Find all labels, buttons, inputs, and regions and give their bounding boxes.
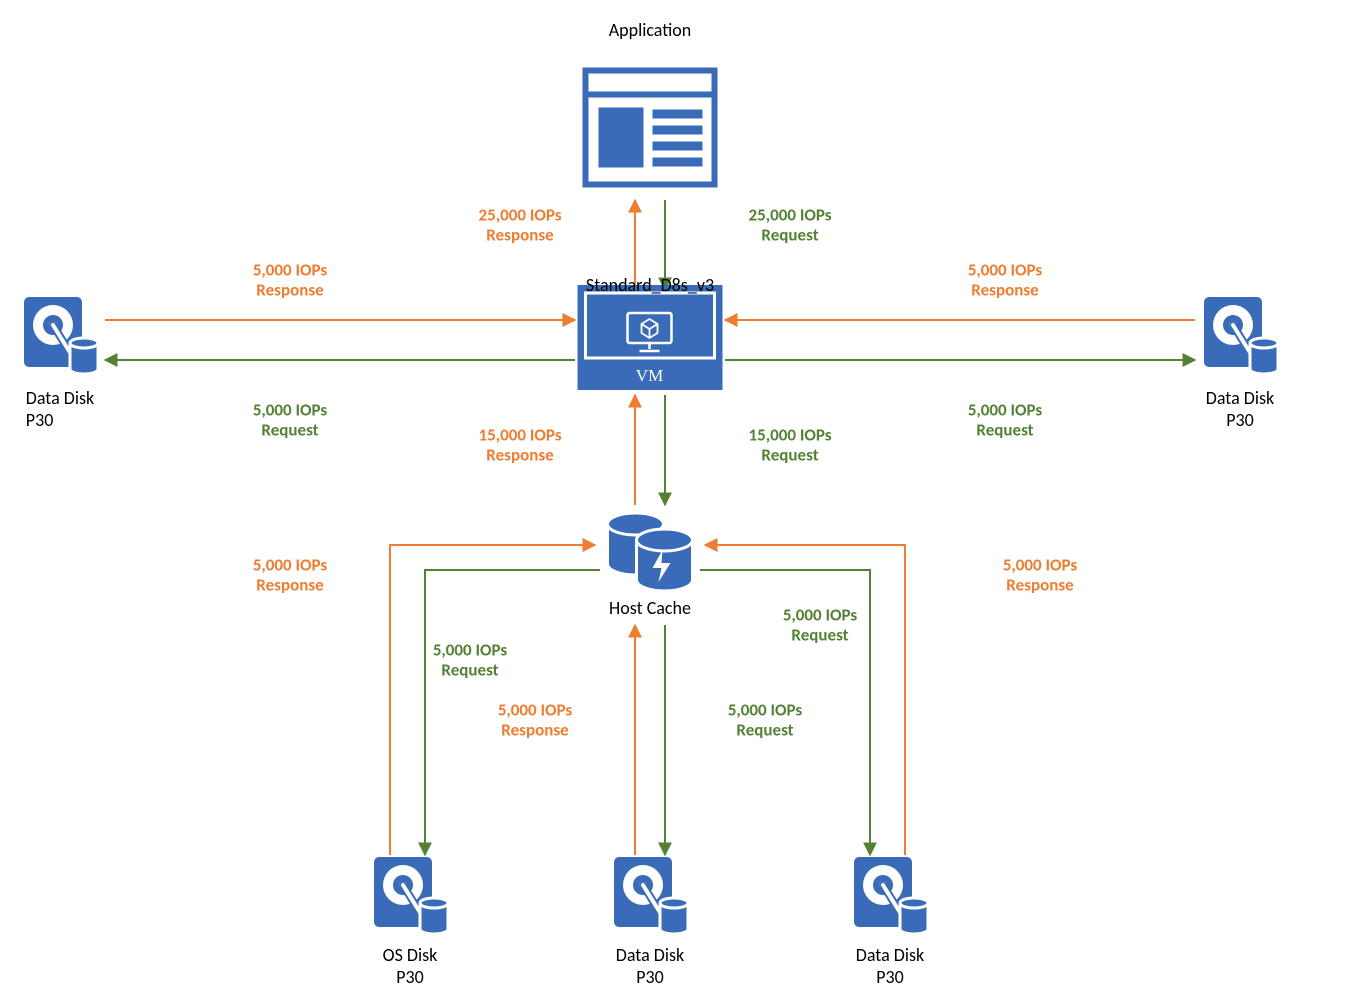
edge-label: 5,000 IOPs Request [253,400,327,439]
data-disk-center-label: Data Disk P30 [616,945,684,988]
edge-label: 5,000 IOPs Request [728,700,802,739]
data-disk-left-label: Data Disk P30 [26,388,94,431]
edge-label: 15,000 IOPs Request [749,425,832,464]
edge-label: 25,000 IOPs Response [479,205,562,244]
edge-label: 5,000 IOPs Request [433,640,507,679]
data-disk-bottom-right-icon [850,855,930,945]
data-disk-bottom-right-label: Data Disk P30 [856,945,924,988]
application-label: Application [609,20,692,42]
edge-label: 5,000 IOPs Request [968,400,1042,439]
edge-label: 5,000 IOPs Response [1003,555,1077,594]
host-cache-label: Host Cache [609,598,691,620]
os-disk-icon [370,855,450,945]
edge-label: 5,000 IOPs Response [498,700,572,739]
edge-label: 25,000 IOPs Request [749,205,832,244]
os-disk-label: OS Disk P30 [383,945,438,988]
edge-label: 5,000 IOPs Response [253,555,327,594]
edge-label: 5,000 IOPs Request [783,605,857,644]
host-cache-icon [603,510,698,600]
data-disk-left-icon [20,295,100,385]
vm-sublabel: VM [636,366,663,385]
data-disk-right-label: Data Disk P30 [1206,388,1274,431]
application-icon [583,68,718,193]
edge-label: 5,000 IOPs Response [253,260,327,299]
vm-icon: VM [578,285,723,395]
data-disk-right-icon [1200,295,1280,385]
edge-label: 5,000 IOPs Response [968,260,1042,299]
vm-label: Standard_D8s_v3 [586,275,714,297]
data-disk-center-icon [610,855,690,945]
edge-label: 15,000 IOPs Response [479,425,562,464]
